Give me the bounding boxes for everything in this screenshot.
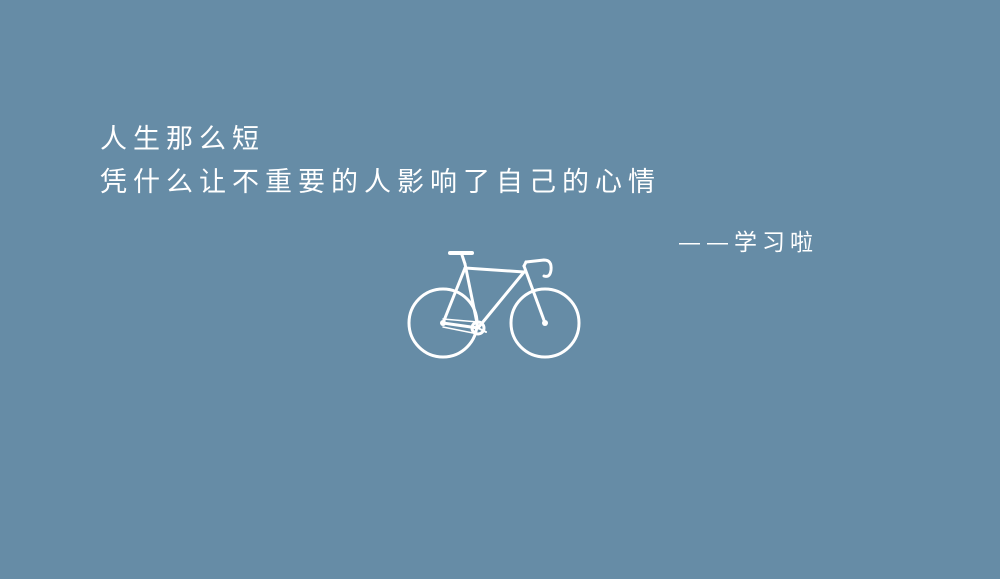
quote-text: 人生那么短 凭什么让不重要的人影响了自己的心情 [100,118,661,204]
front-wheel [511,289,579,357]
quote-line-2: 凭什么让不重要的人影响了自己的心情 [100,167,661,198]
quote-line-1: 人生那么短 [100,124,265,155]
bicycle-icon [400,240,590,365]
signature: ——学习啦 [678,230,818,256]
